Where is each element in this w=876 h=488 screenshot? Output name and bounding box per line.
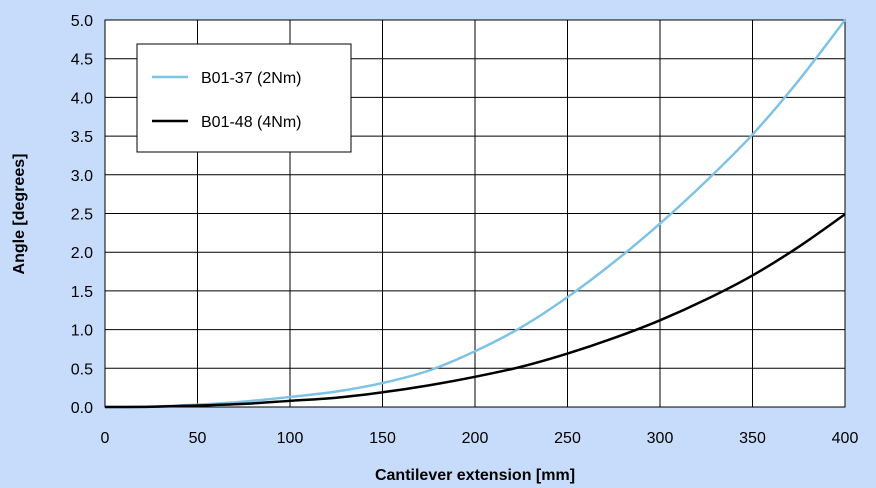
- legend-box: [136, 43, 352, 153]
- y-tick-label: 0.0: [71, 400, 93, 417]
- series-line-1: [104, 213, 846, 409]
- x-tick-label: 300: [647, 430, 674, 447]
- legend-label-b01-37: B01-37 (2Nm): [201, 70, 301, 87]
- plot-frame: [104, 19, 846, 408]
- series-group: [104, 19, 846, 409]
- x-tick-label: 200: [462, 430, 489, 447]
- y-tick-label: 2.5: [71, 207, 93, 224]
- series-line-0: [104, 19, 846, 409]
- y-tick-label: 1.0: [71, 323, 93, 340]
- x-tick-label: 350: [739, 430, 766, 447]
- legend: B01-37 (2Nm) B01-48 (4Nm): [136, 43, 352, 153]
- legend-label-b01-48: B01-48 (4Nm): [201, 114, 301, 131]
- y-tick-label: 0.5: [71, 361, 93, 378]
- y-tick-label: 5.0: [71, 13, 93, 30]
- x-tick-labels: 0 50 100 150 200 250 300 350 400: [101, 430, 859, 447]
- y-tick-labels: 0.0 0.5 1.0 1.5 2.0 2.5 3.0 3.5 4.0 4.5 5.0: [71, 13, 93, 417]
- x-axis-title: Cantilever extension [mm]: [375, 467, 575, 484]
- y-tick-label: 3.0: [71, 168, 93, 185]
- x-tick-label: 150: [369, 430, 396, 447]
- y-tick-label: 1.5: [71, 284, 93, 301]
- y-tick-label: 4.5: [71, 52, 93, 69]
- y-tick-label: 2.0: [71, 245, 93, 262]
- y-tick-label: 4.0: [71, 90, 93, 107]
- x-tick-label: 0: [101, 430, 110, 447]
- x-tick-label: 250: [554, 430, 581, 447]
- y-tick-label: 3.5: [71, 129, 93, 146]
- x-tick-label: 100: [277, 430, 304, 447]
- x-tick-label: 50: [189, 430, 207, 447]
- y-axis-title: Angle [degrees]: [11, 154, 28, 275]
- x-tick-label: 400: [832, 430, 859, 447]
